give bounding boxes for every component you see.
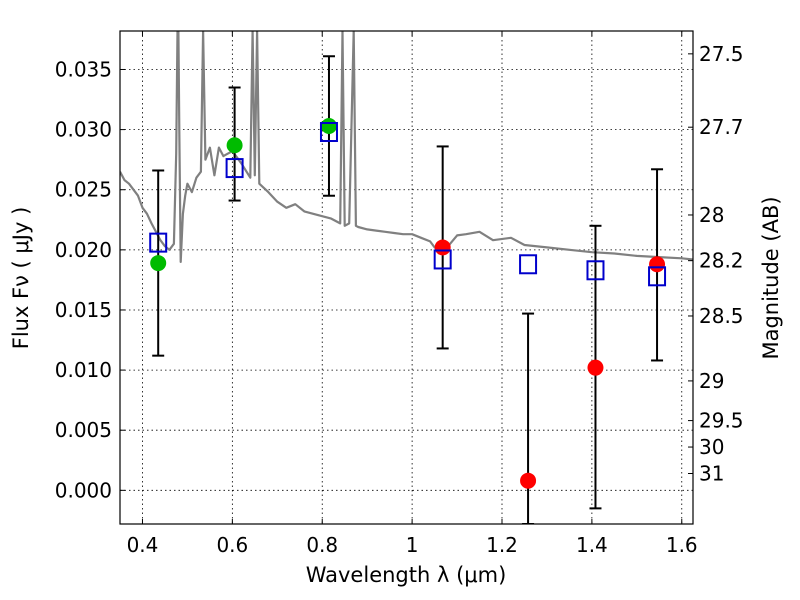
right-tick-label: 31 bbox=[699, 461, 724, 485]
model-photometry-square bbox=[586, 260, 605, 281]
y-tick-label: 0.015 bbox=[55, 298, 112, 322]
right-tick-label: 30 bbox=[699, 435, 724, 459]
model-photometry-square bbox=[519, 254, 538, 275]
y-tick-label: 0.035 bbox=[55, 57, 112, 81]
x-axis-label: Wavelength λ (μm) bbox=[306, 563, 507, 587]
right-tick-label: 28.2 bbox=[699, 249, 744, 273]
plot-frame bbox=[119, 30, 694, 525]
x-tick-label: 1.2 bbox=[486, 533, 518, 557]
model-photometry-square bbox=[433, 249, 452, 270]
right-tick-label: 28 bbox=[699, 203, 724, 227]
x-tick-label: 1 bbox=[406, 533, 419, 557]
model-photometry-square bbox=[225, 158, 244, 179]
model-spectrum-line bbox=[120, 31, 693, 263]
red-data-point bbox=[434, 239, 451, 256]
y-tick-label: 0.025 bbox=[55, 178, 112, 202]
red-data-point bbox=[649, 256, 666, 273]
red-data-point bbox=[520, 472, 537, 489]
green-data-point bbox=[226, 137, 243, 154]
model-photometry-square bbox=[319, 122, 338, 143]
y-tick-label: 0.020 bbox=[55, 238, 112, 262]
green-data-point bbox=[320, 117, 337, 134]
model-photometry-square bbox=[149, 232, 168, 253]
axes-ticks: 0.4 0.6 0.8 1 1.2 1.4 1.6 0.000 0.005 0.010 0.015 0… bbox=[55, 31, 744, 557]
y-tick-label: 0.010 bbox=[55, 358, 112, 382]
right-tick-label: 28.5 bbox=[699, 304, 744, 328]
right-tick-label: 27.7 bbox=[699, 115, 744, 139]
x-tick-label: 1.6 bbox=[666, 533, 698, 557]
y-tick-label: 0.005 bbox=[55, 418, 112, 442]
right-tick-label: 29.5 bbox=[699, 409, 744, 433]
y-axis-label: Flux Fν ( μJy ) bbox=[9, 207, 33, 350]
plot-area bbox=[120, 31, 693, 524]
x-tick-label: 0.4 bbox=[127, 533, 159, 557]
y-tick-label: 0.030 bbox=[55, 118, 112, 142]
green-data-point bbox=[150, 255, 167, 272]
right-tick-label: 27.5 bbox=[699, 42, 744, 66]
red-data-point bbox=[587, 359, 604, 376]
x-tick-label: 0.8 bbox=[306, 533, 338, 557]
y-tick-label: 0.000 bbox=[55, 478, 112, 502]
right-axis-label: Magnitude (AB) bbox=[759, 196, 783, 359]
x-tick-label: 1.4 bbox=[576, 533, 608, 557]
right-tick-label: 29 bbox=[699, 369, 724, 393]
x-tick-label: 0.6 bbox=[216, 533, 248, 557]
model-photometry-square bbox=[648, 266, 667, 287]
grid bbox=[120, 31, 693, 524]
